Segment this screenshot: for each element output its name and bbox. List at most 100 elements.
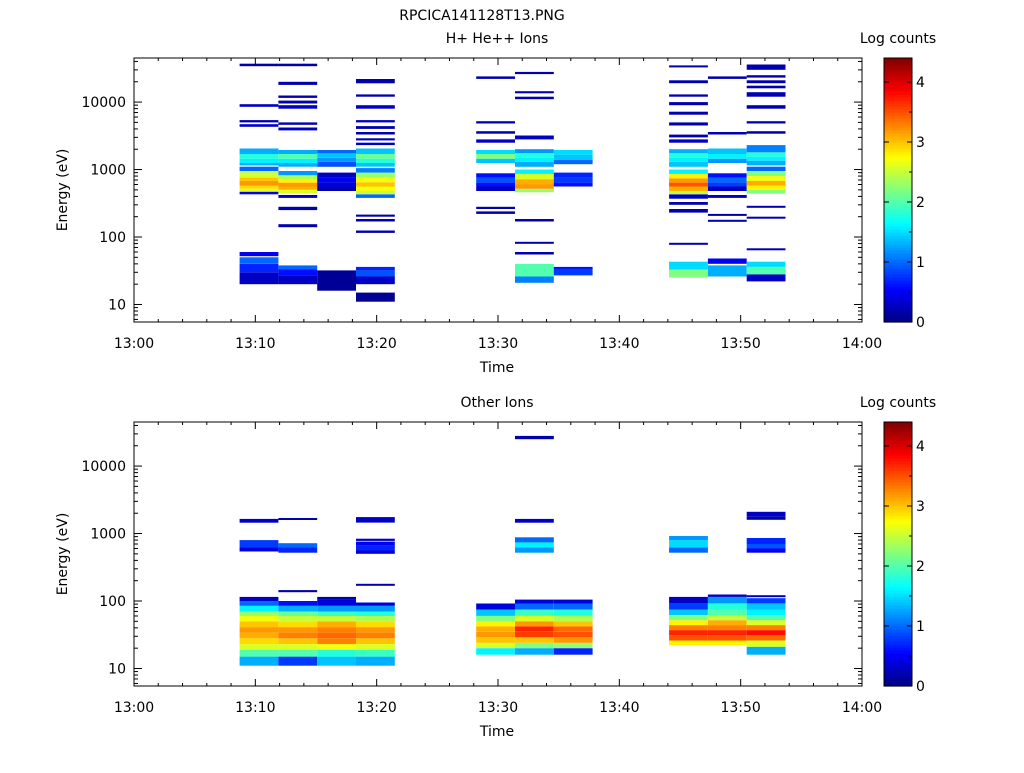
heatmap-cell [553,182,593,187]
colorbar-step [884,647,912,651]
colorbar-step [884,614,912,618]
colorbar-step [884,304,912,308]
heatmap-cell [317,605,356,612]
heatmap-cell [476,182,515,187]
heatmap-cell [669,186,708,191]
heatmap-cell [515,626,554,632]
heatmap-cell [746,160,786,166]
colorbar-step [884,512,912,516]
heatmap-cell [239,177,279,181]
colorbar-step [884,253,912,257]
heatmap-cell [746,131,786,134]
colorbar-tick-label: 0 [916,315,925,331]
heatmap-cell [669,194,708,199]
heatmap-cell [707,635,747,641]
heatmap-cell [515,91,554,94]
heatmap-cell [515,135,554,140]
heatmap-cell [476,621,515,627]
colorbar-step [884,521,912,525]
heatmap-cell [515,263,554,277]
heatmap-cell [239,656,279,666]
colorbar-step [884,443,912,447]
heatmap-cell [356,545,395,551]
colorbar-step [884,307,912,311]
colorbar-step [884,169,912,173]
x-tick-label: 14:00 [842,700,882,716]
colorbar-step [884,617,912,621]
colorbar-step [884,64,912,68]
colorbar-tick-label: 1 [916,619,925,635]
heatmap-cell [746,85,786,89]
heatmap-cell [278,186,318,190]
heatmap-cell [746,625,786,631]
heatmap-cell [553,616,593,622]
heatmap-cell [669,174,708,179]
heatmap-cell [278,105,318,109]
heatmap-cell [239,611,279,616]
heatmap-cell [356,632,395,639]
heatmap-cell [707,625,747,631]
heatmap-cell [356,105,395,109]
heatmap-cell [356,602,395,606]
heatmap-cell [746,205,786,208]
heatmap-cell [317,177,356,183]
heatmap-cell [317,611,356,616]
heatmap-cell [356,621,395,628]
heatmap-cell [515,648,554,655]
heatmap-cell [356,158,395,163]
colorbar-step [884,256,912,260]
heatmap-cell [476,648,515,655]
colorbar-step [884,665,912,669]
colorbar-step [884,632,912,636]
heatmap-cell [669,609,708,615]
colorbar-step [884,268,912,272]
colorbar-step [884,473,912,477]
heatmap-cell [515,599,554,604]
colorbar-step [884,446,912,450]
heatmap-cell [476,177,515,183]
colorbar-step [884,482,912,486]
heatmap-cell [317,632,356,639]
colorbar-step [884,73,912,77]
colorbar-step [884,118,912,122]
heatmap-cell [515,184,554,189]
colorbar-step [884,193,912,197]
colorbar-step [884,241,912,245]
heatmap-cell [317,150,356,154]
heatmap-cell [707,148,747,154]
colorbar-step [884,500,912,504]
heatmap-cell [317,157,356,162]
heatmap-cell [239,638,279,645]
heatmap-cell [476,603,515,610]
heatmap-cell [746,646,786,655]
heatmap-cell [239,171,279,175]
heatmap-cell [356,627,395,633]
x-axis-label: Time [479,724,514,740]
chart-panel: Other Ions 13:00 13:10 13:20 13:30 13:40 13:50… [55,395,936,740]
heatmap-cell [746,620,786,626]
heatmap-cell [476,121,515,124]
colorbar-step [884,569,912,573]
x-tick-label: 13:10 [235,700,275,716]
heatmap-cell [356,219,395,222]
colorbar-step [884,187,912,191]
colorbar-step [884,76,912,80]
heatmap-cell [707,596,747,604]
colorbar-step [884,506,912,510]
x-tick-label: 13:00 [114,700,154,716]
heatmap-cell [317,621,356,628]
heatmap-cell [278,95,318,98]
heatmap-cell [239,601,279,606]
heatmap-cell [278,265,318,270]
colorbar-step [884,602,912,606]
colorbar-step [884,491,912,495]
heatmap-cell [356,168,395,173]
colorbar-step [884,671,912,675]
heatmap-cell [669,209,708,213]
y-tick-label: 10000 [81,95,126,111]
colorbar-step [884,557,912,561]
colorbar-step [884,455,912,459]
heatmap-cell [356,194,395,198]
heatmap-cell [239,148,279,154]
heatmap-cell [746,171,786,176]
